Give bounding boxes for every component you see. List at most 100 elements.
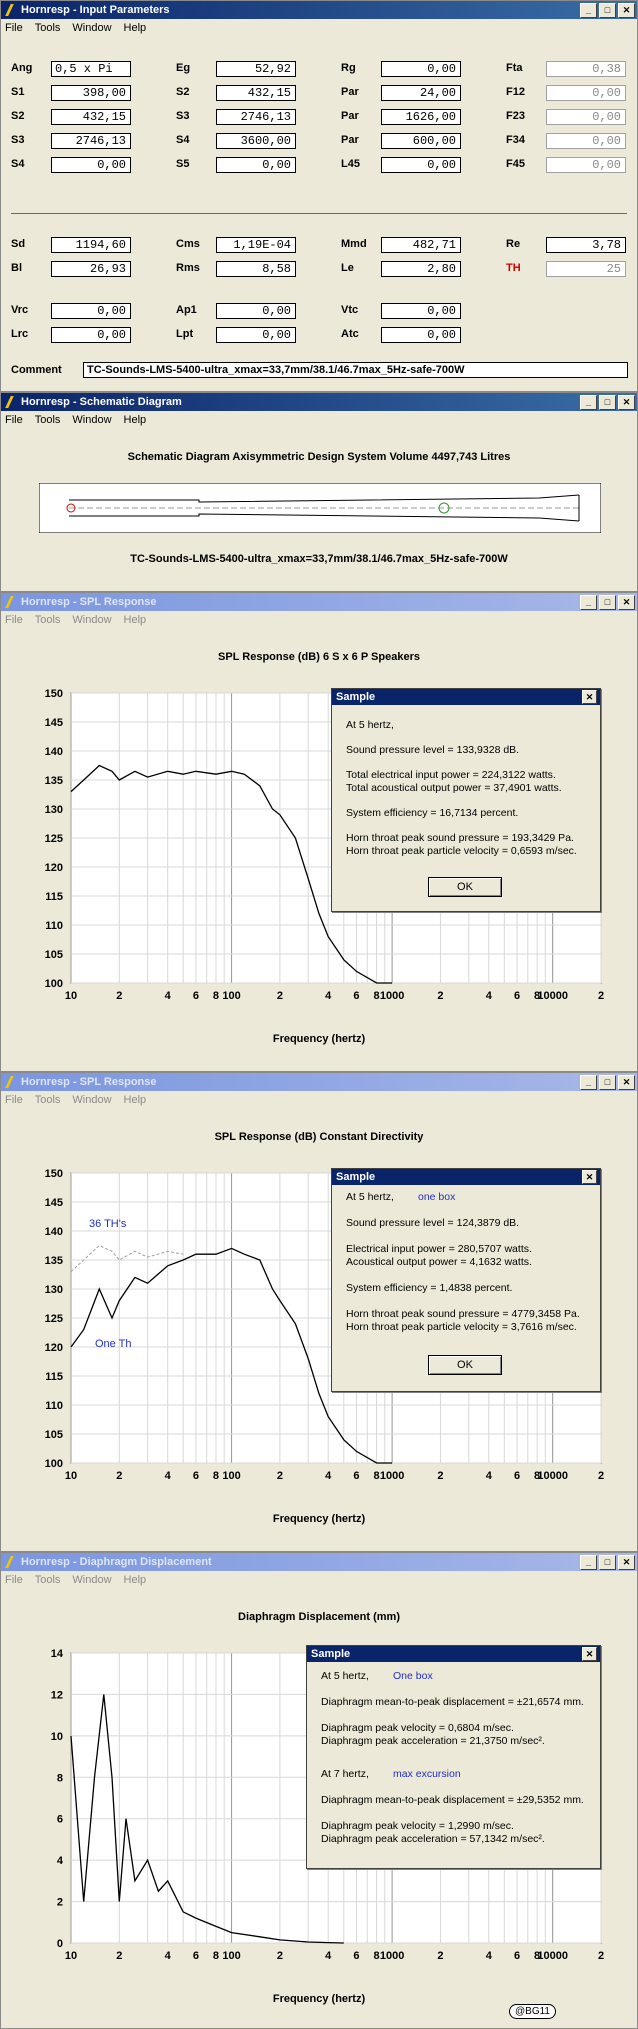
menu-file[interactable]: File xyxy=(5,614,23,626)
menu-help[interactable]: Help xyxy=(123,414,147,426)
param-label: Ang xyxy=(11,62,33,74)
param-label: Par xyxy=(341,134,359,146)
close-icon[interactable]: ✕ xyxy=(582,1647,597,1661)
param-field[interactable]: 0,00 xyxy=(51,157,131,173)
param-field[interactable]: 0,00 xyxy=(51,327,131,343)
menu-tools[interactable]: Tools xyxy=(34,414,61,426)
param-field[interactable]: 482,71 xyxy=(381,237,461,253)
param-field[interactable]: 0,00 xyxy=(546,157,626,173)
param-field[interactable]: 0,00 xyxy=(381,157,461,173)
close-button[interactable]: ✕ xyxy=(618,2,635,18)
x-tick-label: 4 xyxy=(325,1950,332,1962)
menu-window[interactable]: Window xyxy=(72,414,112,426)
param-field[interactable]: 0,00 xyxy=(381,61,461,77)
x-axis-label: Frequency (hertz) xyxy=(272,1513,366,1525)
schematic-heading: Schematic Diagram Axisymmetric Design Sy… xyxy=(127,451,511,463)
minimize-button[interactable]: _ xyxy=(580,1074,597,1090)
param-field[interactable]: 8,58 xyxy=(216,261,296,277)
menu-file[interactable]: File xyxy=(5,1574,23,1586)
y-tick-label: 140 xyxy=(45,1226,63,1238)
menu-window[interactable]: Window xyxy=(72,1094,112,1106)
param-field[interactable]: 1626,00 xyxy=(381,109,461,125)
close-icon[interactable]: ✕ xyxy=(582,1170,597,1184)
param-field[interactable]: 26,93 xyxy=(51,261,131,277)
maximize-button[interactable]: □ xyxy=(599,594,616,610)
param-field[interactable]: 2746,13 xyxy=(51,133,131,149)
y-tick-label: 150 xyxy=(45,1168,63,1180)
param-label: S5 xyxy=(176,158,190,170)
minimize-button[interactable]: _ xyxy=(580,594,597,610)
param-field[interactable]: 0,00 xyxy=(216,157,296,173)
menu-tools[interactable]: Tools xyxy=(34,614,61,626)
param-field[interactable]: 398,00 xyxy=(51,85,131,101)
param-field[interactable]: 600,00 xyxy=(381,133,461,149)
close-button[interactable]: ✕ xyxy=(618,394,635,410)
sample-dialog: Sample ✕ At 5 hertz, one box Sound press… xyxy=(331,1168,601,1392)
close-icon[interactable]: ✕ xyxy=(582,690,597,704)
param-field[interactable]: 52,92 xyxy=(216,61,296,77)
x-axis-label: Frequency (hertz) xyxy=(272,1993,366,2005)
ok-button[interactable]: OK xyxy=(428,877,502,897)
throat-particle-velocity: Horn throat peak particle velocity = 3,7… xyxy=(346,1321,577,1333)
maximize-button[interactable]: □ xyxy=(599,2,616,18)
param-field[interactable]: 0,00 xyxy=(546,133,626,149)
title-bar: Hornresp - SPL Response _ □ ✕ xyxy=(1,593,637,611)
menu-help[interactable]: Help xyxy=(123,614,147,626)
minimize-button[interactable]: _ xyxy=(580,394,597,410)
param-field[interactable]: 1,19E-04 xyxy=(216,237,296,253)
x-tick-label: 10000 xyxy=(537,1470,568,1482)
menu-file[interactable]: File xyxy=(5,22,23,34)
comment-label: Comment xyxy=(11,364,62,376)
param-field[interactable]: 2746,13 xyxy=(216,109,296,125)
param-field[interactable]: 0,00 xyxy=(216,327,296,343)
param-field[interactable]: 24,00 xyxy=(381,85,461,101)
window-title: Hornresp - Input Parameters xyxy=(21,4,170,16)
param-field[interactable]: 0,00 xyxy=(51,303,131,319)
param-field[interactable]: 3600,00 xyxy=(216,133,296,149)
maximize-button[interactable]: □ xyxy=(599,1074,616,1090)
menu-help[interactable]: Help xyxy=(123,1574,147,1586)
menu-help[interactable]: Help xyxy=(123,1094,147,1106)
param-label: F45 xyxy=(506,158,525,170)
param-field[interactable]: 0,00 xyxy=(216,303,296,319)
param-field[interactable]: 0,38 xyxy=(546,61,626,77)
close-button[interactable]: ✕ xyxy=(618,1554,635,1570)
param-field[interactable]: 0,00 xyxy=(546,85,626,101)
x-tick-label: 6 xyxy=(514,1470,520,1482)
menu-window[interactable]: Window xyxy=(72,1574,112,1586)
ok-button[interactable]: OK xyxy=(428,1355,502,1375)
minimize-button[interactable]: _ xyxy=(580,2,597,18)
x-tick-label: 100 xyxy=(222,1470,240,1482)
menu-file[interactable]: File xyxy=(5,1094,23,1106)
menu-help[interactable]: Help xyxy=(123,22,147,34)
minimize-button[interactable]: _ xyxy=(580,1554,597,1570)
comment-field[interactable]: TC-Sounds-LMS-5400-ultra_xmax=33,7mm/38.… xyxy=(83,362,628,378)
electrical-input-power: Electrical input power = 280,5707 watts. xyxy=(346,1243,532,1255)
param-field[interactable]: 0,5 x Pi xyxy=(51,61,131,77)
param-label: Mmd xyxy=(341,238,367,250)
menu-tools[interactable]: Tools xyxy=(34,1574,61,1586)
y-tick-label: 115 xyxy=(45,891,63,903)
param-field[interactable]: 1194,60 xyxy=(51,237,131,253)
maximize-button[interactable]: □ xyxy=(599,1554,616,1570)
menu-window[interactable]: Window xyxy=(72,614,112,626)
schematic-diagram-window: Hornresp - Schematic Diagram _ □ ✕ File … xyxy=(0,392,638,592)
param-field[interactable]: 0,00 xyxy=(381,303,461,319)
param-field[interactable]: 432,15 xyxy=(216,85,296,101)
param-field[interactable]: 0,00 xyxy=(381,327,461,343)
param-field[interactable]: 3,78 xyxy=(546,237,626,253)
x-tick-label: 8 xyxy=(373,1470,379,1482)
annotation-one-th: One Th xyxy=(95,1338,132,1350)
param-field[interactable]: 0,00 xyxy=(546,109,626,125)
menu-window[interactable]: Window xyxy=(72,22,112,34)
menu-file[interactable]: File xyxy=(5,414,23,426)
param-field[interactable]: 432,15 xyxy=(51,109,131,125)
maximize-button[interactable]: □ xyxy=(599,394,616,410)
param-field[interactable]: 2,80 xyxy=(381,261,461,277)
close-button[interactable]: ✕ xyxy=(618,1074,635,1090)
menu-tools[interactable]: Tools xyxy=(34,1094,61,1106)
menu-tools[interactable]: Tools xyxy=(34,22,61,34)
param-field[interactable]: 25 xyxy=(546,261,626,277)
sample-frequency: At 5 hertz, xyxy=(346,719,394,731)
close-button[interactable]: ✕ xyxy=(618,594,635,610)
